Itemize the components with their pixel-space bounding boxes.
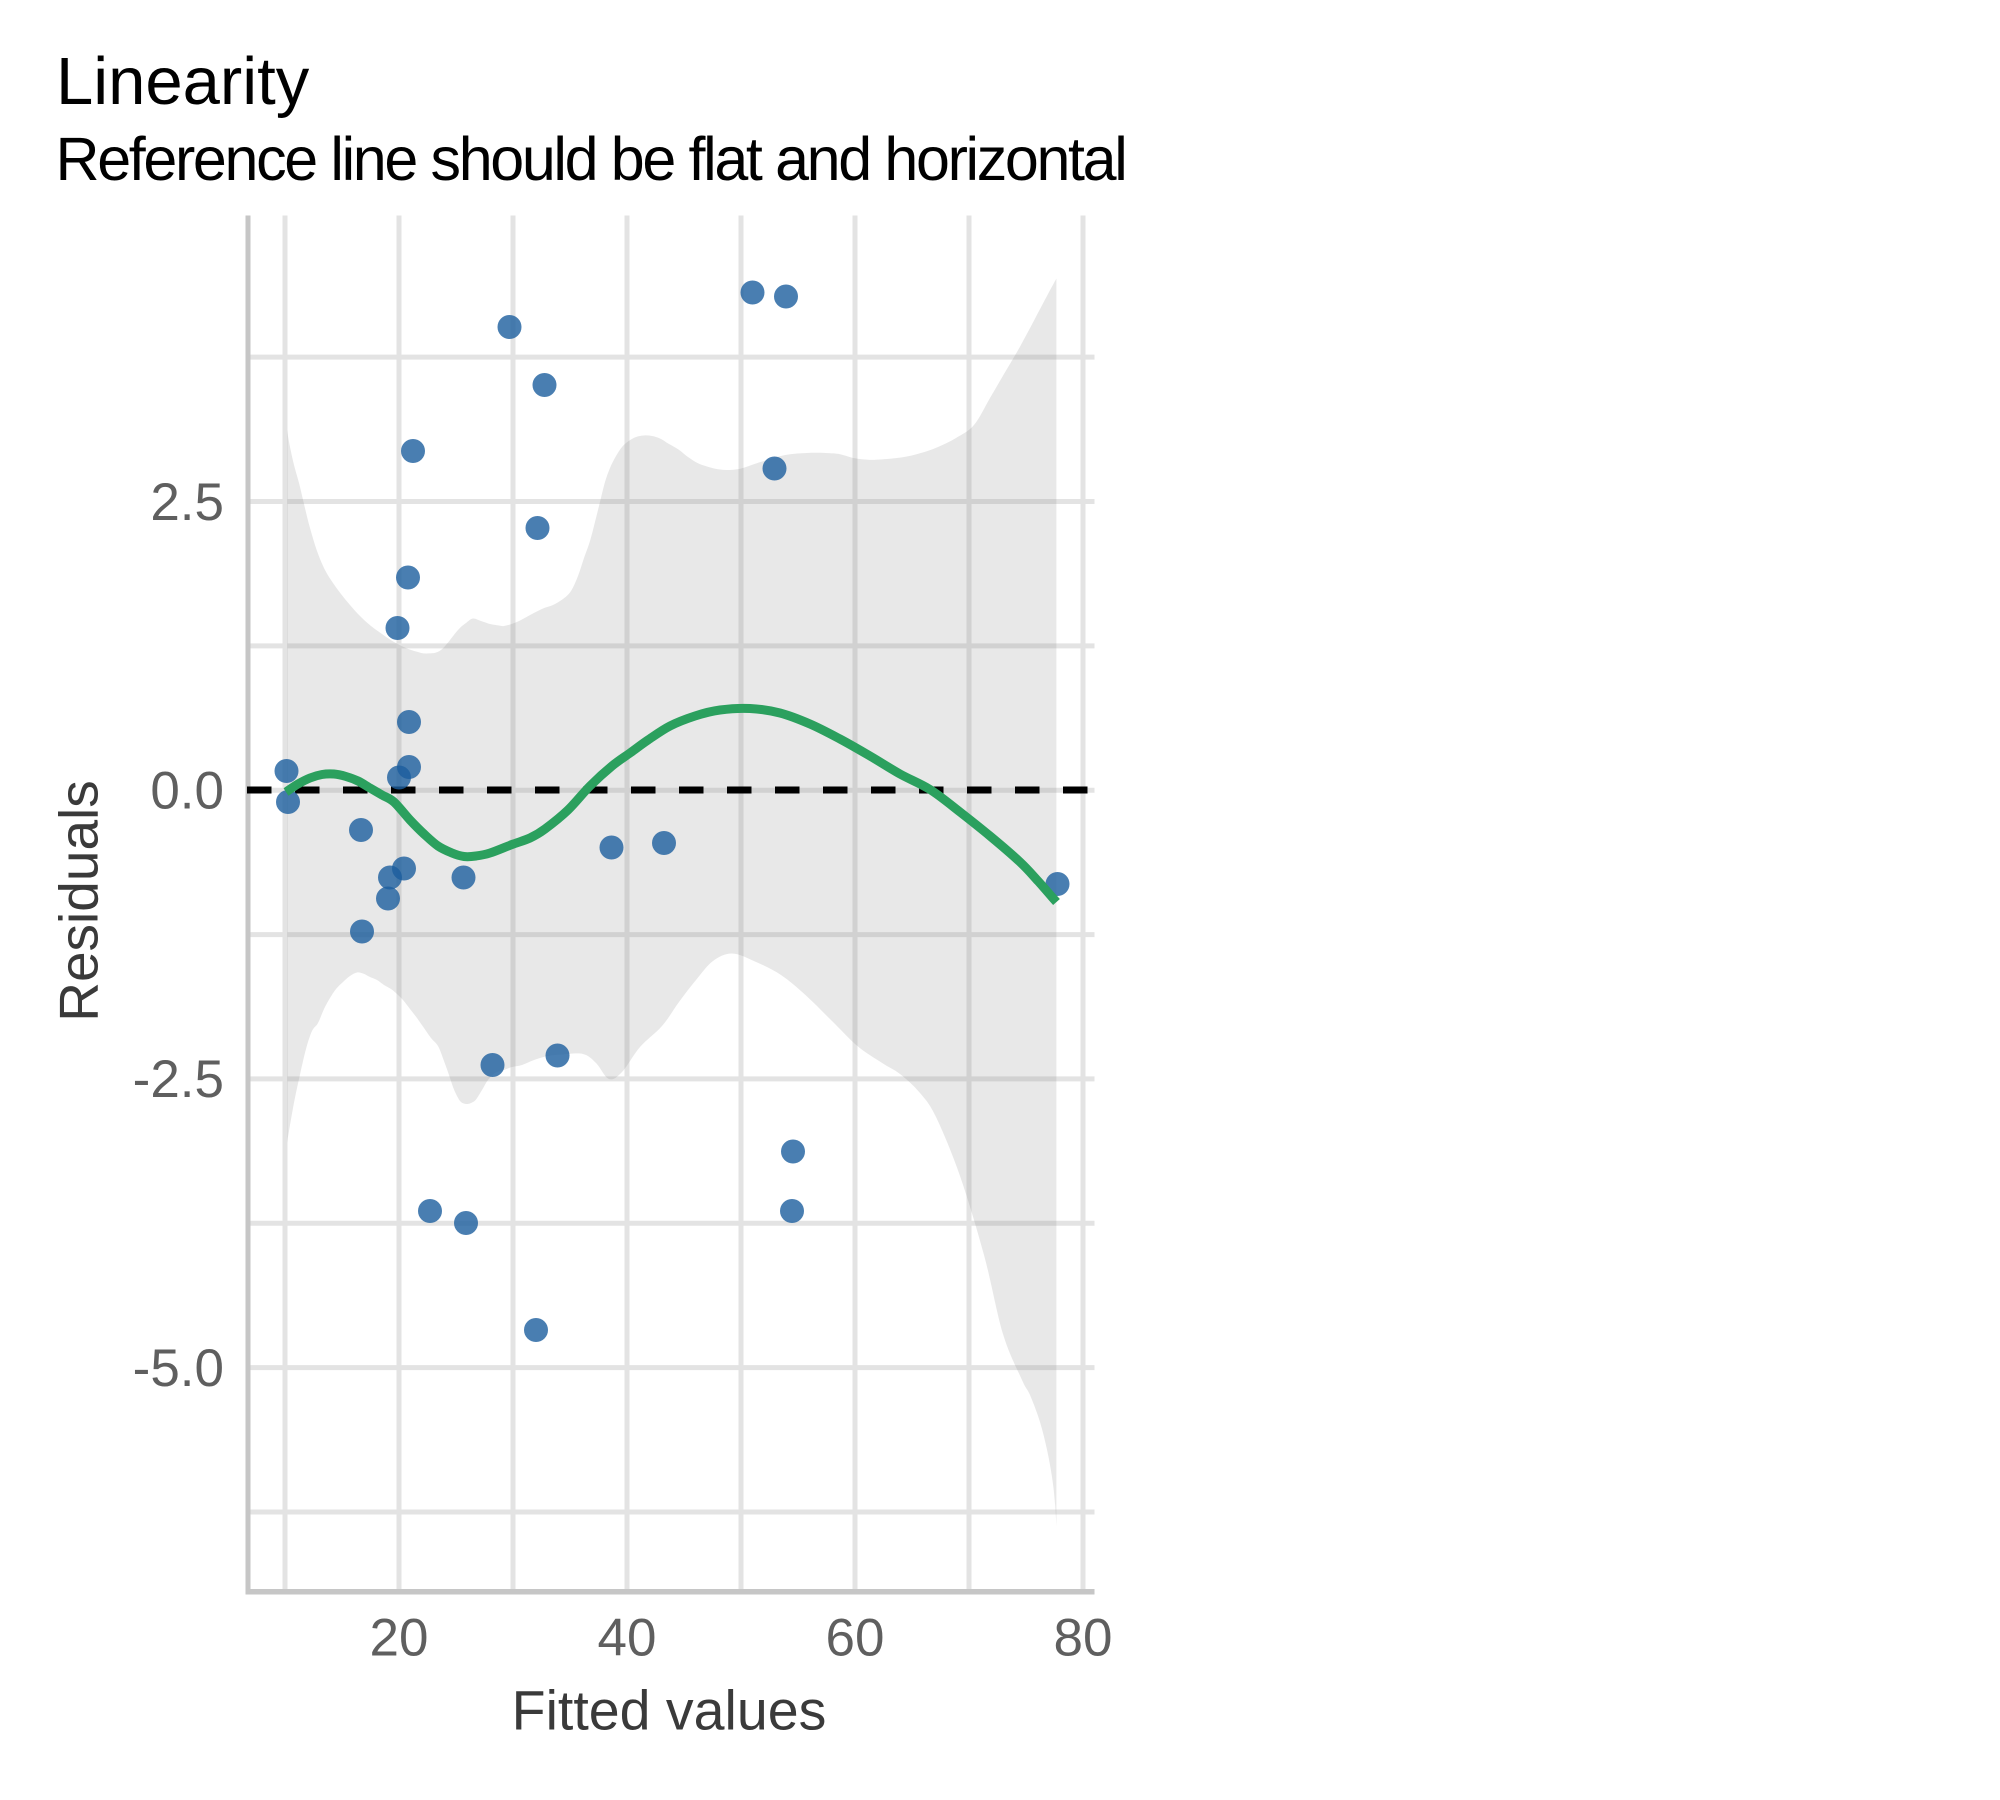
svg-text:-2.5: -2.5 <box>133 1050 224 1109</box>
svg-text:Linearity: Linearity <box>56 44 310 119</box>
svg-text:Reference line should be flat: Reference line should be flat and horizo… <box>56 125 1126 193</box>
svg-text:Fitted values: Fitted values <box>512 1680 827 1742</box>
svg-text:-5.0: -5.0 <box>133 1339 224 1398</box>
svg-text:40: 40 <box>598 1609 657 1668</box>
svg-text:0.0: 0.0 <box>150 762 224 821</box>
svg-text:2.5: 2.5 <box>150 473 224 532</box>
svg-text:20: 20 <box>370 1609 429 1668</box>
svg-text:60: 60 <box>826 1609 885 1668</box>
svg-text:Residuals: Residuals <box>48 780 110 1022</box>
svg-text:80: 80 <box>1054 1609 1113 1668</box>
